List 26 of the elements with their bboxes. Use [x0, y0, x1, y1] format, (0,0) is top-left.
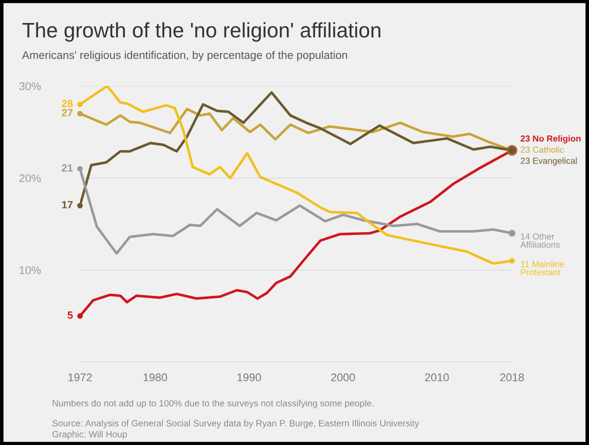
text: 11 Mainline — [521, 260, 564, 268]
x-tick-label: 2018 — [500, 373, 524, 382]
text: Numbers do not add up to 100% due to the surveys not classifying some people. — [52, 400, 374, 408]
text: 23 No Religion — [520, 135, 581, 144]
x-tick-label: 1972 — [68, 373, 92, 382]
source-note: Source: Analysis of General Social Survey data by Ryan P. Burge, Eastern Illinois University — [52, 420, 420, 428]
text: Graphic: Will Houp — [52, 430, 127, 440]
x-tick-label: 1990 — [238, 373, 261, 382]
x-tick-label: 2000 — [331, 373, 355, 382]
y-tick-label: 30% — [19, 82, 41, 90]
y-tick-label: 10% — [20, 266, 41, 274]
data-label: 27 — [62, 109, 73, 116]
data-label: 17 — [62, 201, 73, 208]
data-label: 28 — [62, 100, 73, 108]
y-tick-label: 20% — [19, 174, 41, 182]
text: 14 Other — [521, 233, 554, 240]
x-tick-label: 2010 — [425, 373, 449, 382]
text: Protestant — [521, 269, 560, 276]
text: 23 Catholic — [520, 146, 564, 153]
chart-title: The growth of the 'no religion' affiliation — [22, 22, 380, 42]
text: 23 Evangelical — [520, 157, 577, 166]
data-label: 5 — [68, 312, 73, 319]
data-label: 21 — [62, 164, 73, 172]
chart-subtitle: Americans' religious identification, by percentage of the population — [22, 50, 348, 62]
text: Affiliations — [520, 241, 560, 248]
x-tick-label: 1980 — [144, 373, 168, 382]
